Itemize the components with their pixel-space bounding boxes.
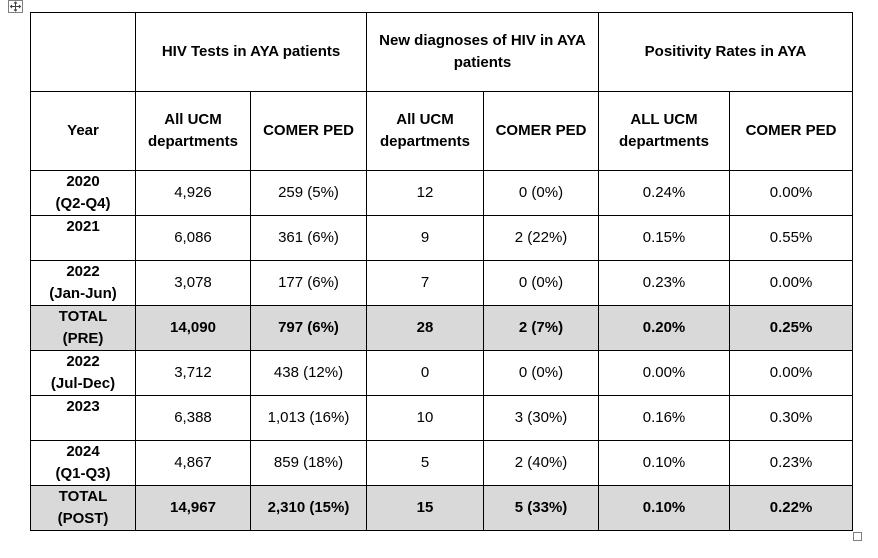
year-period <box>35 238 131 260</box>
year-label: TOTAL <box>58 488 108 505</box>
empty-corner-cell <box>30 12 136 92</box>
total-row: TOTAL (POST) 14,967 2,310 (15%) 15 5 (33%) 0.1… <box>30 485 854 531</box>
pos-comer-ped-header: COMER PED <box>729 91 854 171</box>
dx-all-ucm-cell: 28 <box>366 305 485 351</box>
year-cell: 2022 (Jul-Dec) <box>30 350 136 396</box>
tests-all-ucm-cell: 6,086 <box>135 215 251 261</box>
tests-all-ucm-cell: 3,078 <box>135 260 251 306</box>
table-row: 2022 (Jul-Dec) 3,712 438 (12%) 0 0 (0%) 0.00% 0… <box>30 350 854 396</box>
tests-all-ucm-cell: 3,712 <box>135 350 251 396</box>
year-cell: 2022 (Jan-Jun) <box>30 260 136 306</box>
dx-comer-ped-cell: 5 (33%) <box>483 485 600 531</box>
pos-all-ucm-header: ALL UCM departments <box>598 91 731 171</box>
tests-all-ucm-cell: 6,388 <box>135 395 251 441</box>
dx-comer-ped-header: COMER PED <box>483 91 600 171</box>
year-header: Year <box>30 91 136 171</box>
dx-comer-ped-cell: 2 (40%) <box>483 440 600 486</box>
year-label: 2023 <box>66 398 100 415</box>
pos-comer-ped-cell: 0.25% <box>729 305 854 351</box>
tests-comer-ped-cell: 177 (6%) <box>249 260 368 306</box>
year-period <box>35 418 131 440</box>
pos-all-ucm-cell: 0.10% <box>598 485 731 531</box>
sub-header-row: Year All UCM departments COMER PED All U… <box>30 91 854 171</box>
year-period: (Q1-Q3) <box>55 465 111 482</box>
table-row: 2020 (Q2-Q4) 4,926 259 (5%) 12 0 (0%) 0.24% 0.0… <box>30 170 854 216</box>
year-cell: 2023 <box>30 395 136 441</box>
pos-all-ucm-cell: 0.16% <box>598 395 731 441</box>
tests-comer-ped-header: COMER PED <box>249 91 368 171</box>
dx-comer-ped-cell: 0 (0%) <box>483 260 600 306</box>
pos-comer-ped-cell: 0.22% <box>729 485 854 531</box>
pos-all-ucm-cell: 0.23% <box>598 260 731 306</box>
dx-comer-ped-cell: 3 (30%) <box>483 395 600 441</box>
year-cell: 2024 (Q1-Q3) <box>30 440 136 486</box>
year-cell: 2021 <box>30 215 136 261</box>
year-label: 2024 <box>66 443 100 460</box>
total-row: TOTAL (PRE) 14,090 797 (6%) 28 2 (7%) 0.20% 0.2… <box>30 305 854 351</box>
table-row: 2023 6,388 1,013 (16%) 10 3 (30%) 0.16% 0.30% <box>30 395 854 441</box>
table-move-handle-icon[interactable] <box>8 0 23 13</box>
year-label: 2021 <box>66 218 100 235</box>
pos-comer-ped-cell: 0.23% <box>729 440 854 486</box>
year-label: 2020 <box>66 173 100 190</box>
year-label: TOTAL <box>58 308 108 325</box>
table-row: 2024 (Q1-Q3) 4,867 859 (18%) 5 2 (40%) 0.10% 0.… <box>30 440 854 486</box>
dx-all-ucm-cell: 10 <box>366 395 485 441</box>
tests-comer-ped-cell: 797 (6%) <box>249 305 368 351</box>
dx-all-ucm-cell: 9 <box>366 215 485 261</box>
year-period: (Jul-Dec) <box>50 375 116 392</box>
year-cell: 2020 (Q2-Q4) <box>30 170 136 216</box>
tests-comer-ped-cell: 361 (6%) <box>249 215 368 261</box>
tests-all-ucm-cell: 14,090 <box>135 305 251 351</box>
table-resize-handle-icon[interactable] <box>853 532 862 541</box>
tests-comer-ped-cell: 259 (5%) <box>249 170 368 216</box>
pos-all-ucm-cell: 0.00% <box>598 350 731 396</box>
pos-comer-ped-cell: 0.55% <box>729 215 854 261</box>
year-period: (Jan-Jun) <box>49 285 117 302</box>
tests-all-ucm-cell: 4,867 <box>135 440 251 486</box>
pos-comer-ped-cell: 0.00% <box>729 350 854 396</box>
tests-comer-ped-cell: 859 (18%) <box>249 440 368 486</box>
tests-comer-ped-cell: 2,310 (15%) <box>249 485 368 531</box>
year-period: (Q2-Q4) <box>55 195 111 212</box>
year-period: (POST) <box>57 510 109 527</box>
dx-all-ucm-cell: 0 <box>366 350 485 396</box>
tests-comer-ped-cell: 438 (12%) <box>249 350 368 396</box>
dx-comer-ped-cell: 2 (7%) <box>483 305 600 351</box>
group-header-row: HIV Tests in AYA patients New diagnoses … <box>30 12 854 92</box>
year-label: 2022 <box>66 353 100 370</box>
dx-comer-ped-cell: 2 (22%) <box>483 215 600 261</box>
dx-comer-ped-cell: 0 (0%) <box>483 350 600 396</box>
dx-all-ucm-header: All UCM departments <box>366 91 485 171</box>
hiv-tests-header: HIV Tests in AYA patients <box>134 12 368 92</box>
dx-comer-ped-cell: 0 (0%) <box>483 170 600 216</box>
year-cell: TOTAL (POST) <box>30 485 136 531</box>
tests-all-ucm-cell: 14,967 <box>135 485 251 531</box>
table-row: 2021 6,086 361 (6%) 9 2 (22%) 0.15% 0.55% <box>30 215 854 261</box>
tests-all-ucm-header: All UCM departments <box>135 91 251 171</box>
dx-all-ucm-cell: 12 <box>366 170 485 216</box>
pos-comer-ped-cell: 0.00% <box>729 170 854 216</box>
year-label: 2022 <box>66 263 100 280</box>
hiv-testing-table: HIV Tests in AYA patients New diagnoses … <box>30 12 854 531</box>
dx-all-ucm-cell: 5 <box>366 440 485 486</box>
year-period: (PRE) <box>62 330 104 347</box>
pos-all-ucm-cell: 0.10% <box>598 440 731 486</box>
positivity-rates-header: Positivity Rates in AYA <box>598 12 854 92</box>
tests-comer-ped-cell: 1,013 (16%) <box>249 395 368 441</box>
year-cell: TOTAL (PRE) <box>30 305 136 351</box>
dx-all-ucm-cell: 7 <box>366 260 485 306</box>
pos-all-ucm-cell: 0.20% <box>598 305 731 351</box>
tests-all-ucm-cell: 4,926 <box>135 170 251 216</box>
new-diagnoses-header: New diagnoses of HIV in AYA patients <box>366 12 600 92</box>
pos-comer-ped-cell: 0.30% <box>729 395 854 441</box>
table-row: 2022 (Jan-Jun) 3,078 177 (6%) 7 0 (0%) 0.23% 0.… <box>30 260 854 306</box>
pos-all-ucm-cell: 0.15% <box>598 215 731 261</box>
dx-all-ucm-cell: 15 <box>366 485 485 531</box>
pos-comer-ped-cell: 0.00% <box>729 260 854 306</box>
pos-all-ucm-cell: 0.24% <box>598 170 731 216</box>
